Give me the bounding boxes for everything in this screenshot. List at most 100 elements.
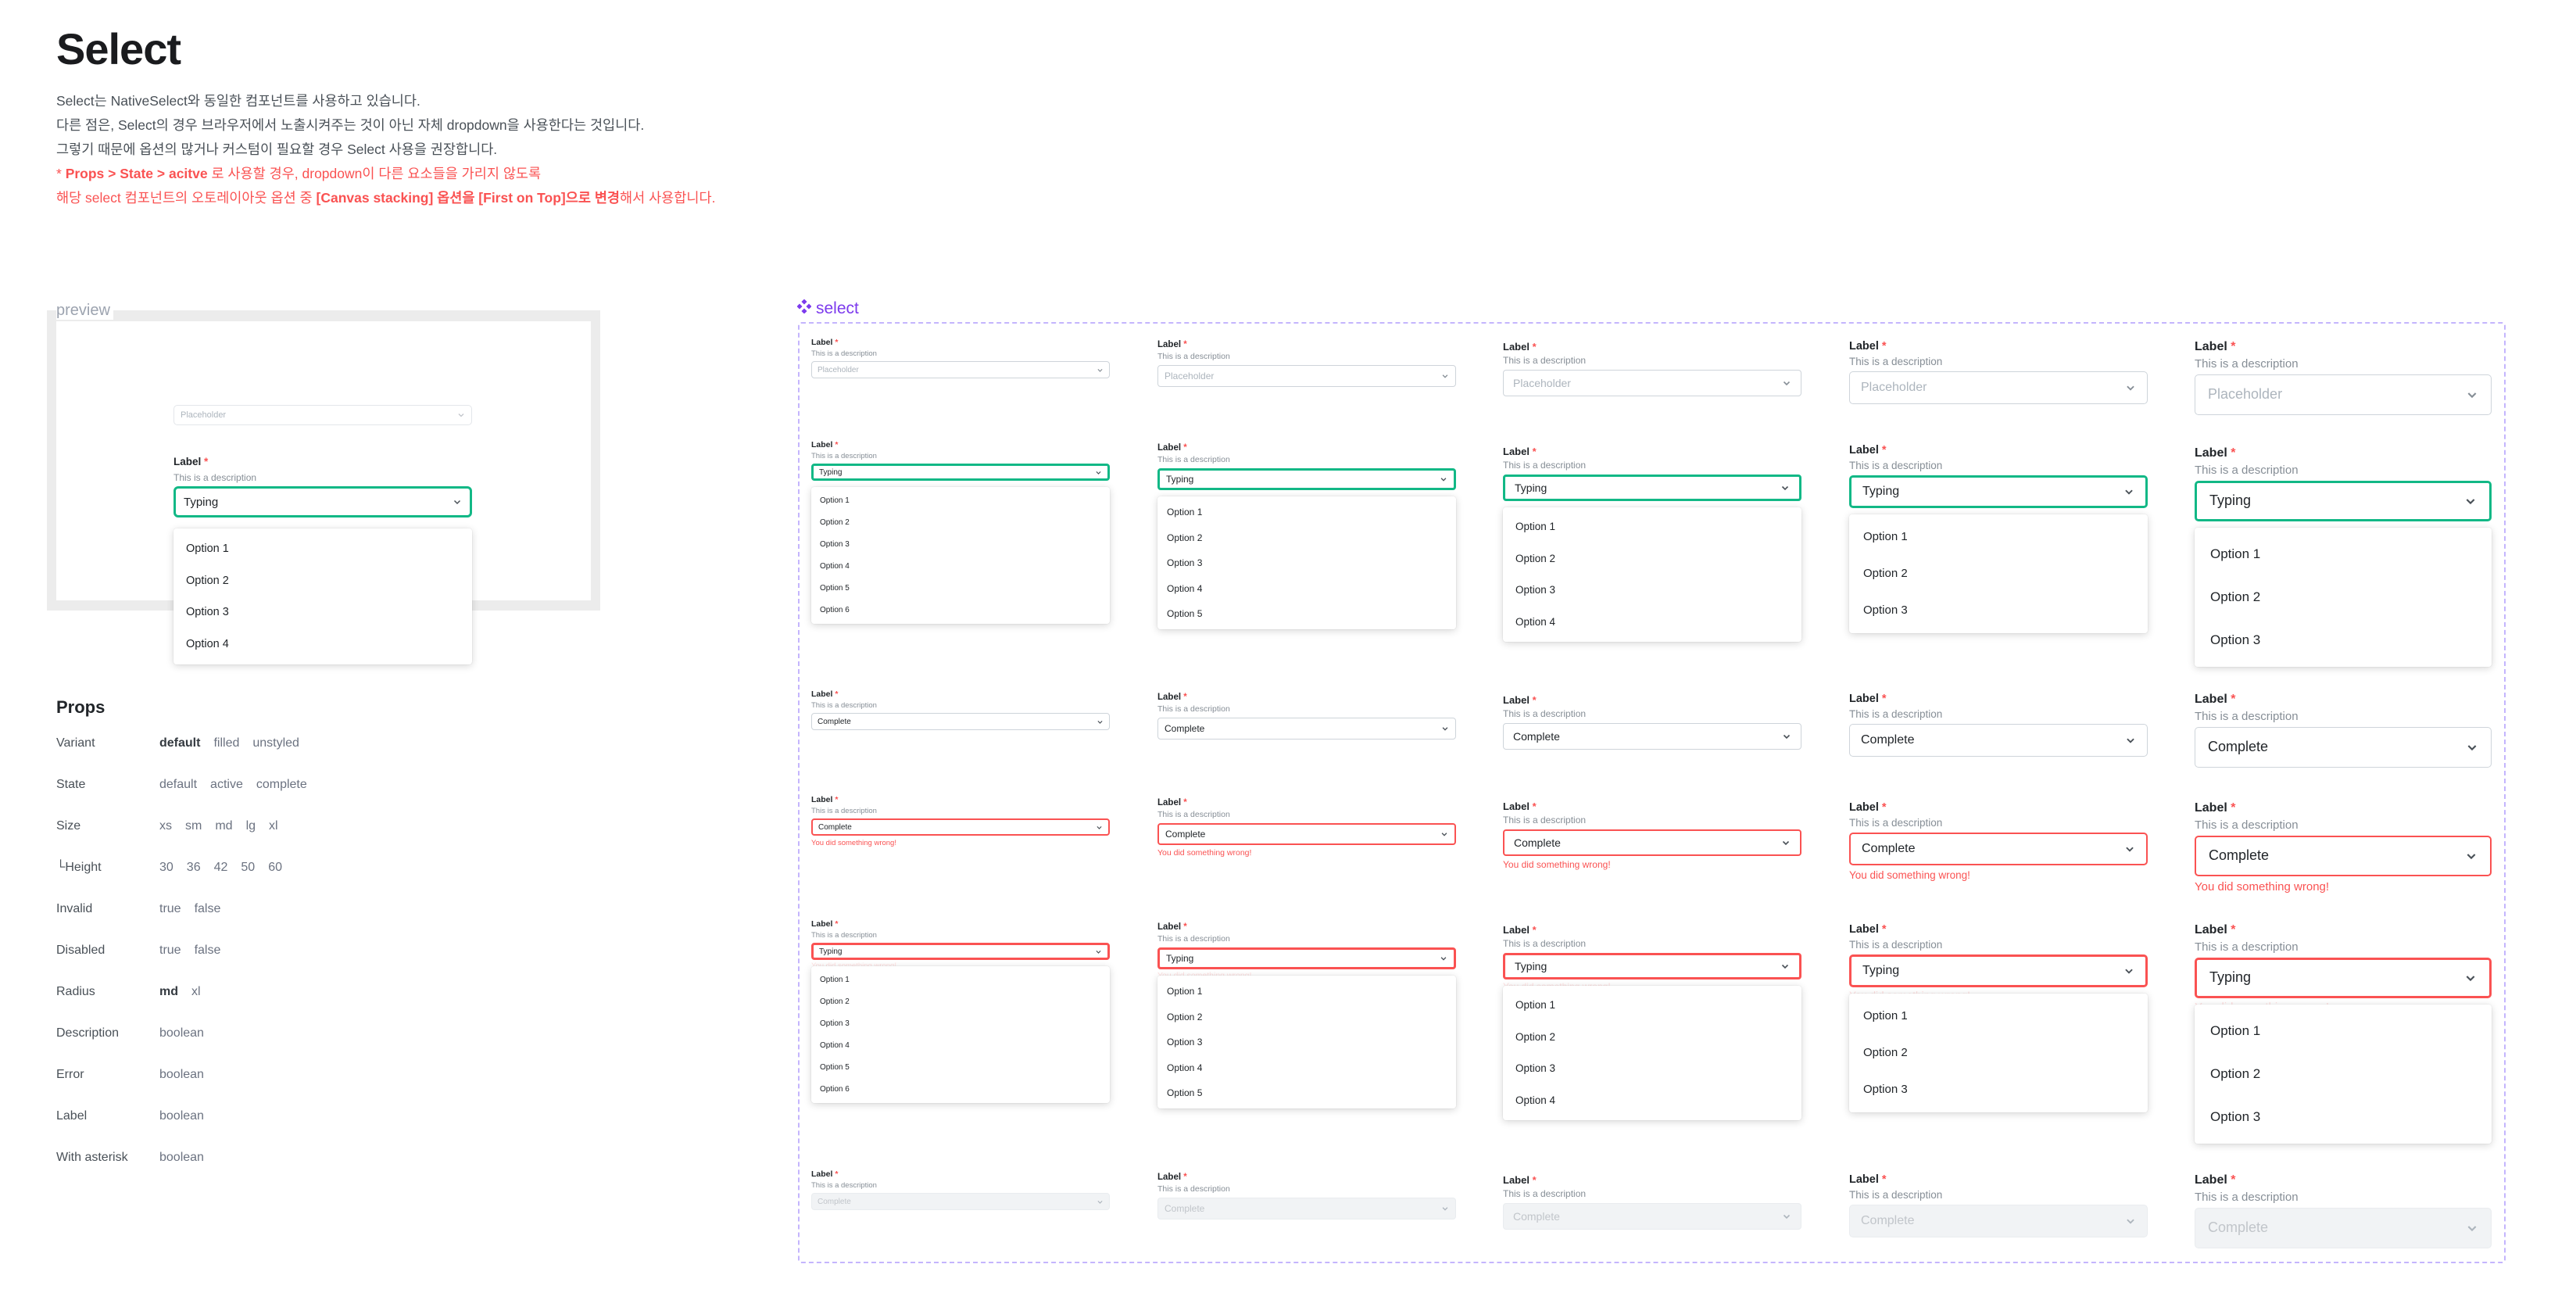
dropdown-option[interactable]: Option 1 [1167,507,1203,518]
select-box[interactable]: Typing [811,943,1110,961]
prop-value[interactable]: xl [269,819,278,833]
select-box[interactable]: Placeholder [1849,371,2148,404]
dropdown-option[interactable]: Option 2 [1863,567,1908,581]
select-box[interactable]: Placeholder [1157,365,1456,388]
dropdown-option[interactable]: Option 1 [1515,999,1556,1012]
dropdown-option[interactable]: Option 4 [186,637,229,650]
dropdown-option[interactable]: Option 3 [1167,557,1203,569]
prop-value[interactable]: true [159,944,181,957]
select-box[interactable]: Complete [811,713,1110,731]
select-box[interactable]: Typing [1849,954,2148,987]
prop-value[interactable]: default [159,778,198,791]
select-box[interactable]: Complete [1503,722,1801,750]
prop-value[interactable]: boolean [159,1151,204,1164]
dropdown-option[interactable]: Option 4 [1515,1094,1556,1106]
select-box[interactable]: Complete [811,818,1110,836]
select-box[interactable]: Typing [2195,480,2492,521]
prop-value[interactable]: false [194,944,221,957]
dropdown-option[interactable]: Option 3 [1863,603,1908,618]
dropdown-option[interactable]: Option 2 [2210,1065,2261,1081]
dropdown-option[interactable]: Option 5 [820,584,850,593]
dropdown-option[interactable]: Option 6 [820,606,850,615]
select-box[interactable]: Typing [1503,474,1801,501]
dropdown-option[interactable]: Option 1 [820,976,850,985]
select-box[interactable]: Typing [1503,952,1801,979]
dropdown-option[interactable]: Option 2 [1515,552,1556,564]
dropdown-option[interactable]: Option 6 [820,1085,850,1094]
prop-value[interactable]: md [159,985,178,998]
prop-value[interactable]: 42 [213,861,228,874]
select-box[interactable]: Complete [2195,835,2492,876]
preview-select-box[interactable]: Typing [174,486,472,518]
dropdown-option[interactable]: Option 2 [1167,1011,1203,1022]
preview-placeholder-box[interactable]: Placeholder [174,405,472,425]
select-box[interactable]: Complete [1157,823,1456,846]
dropdown-option[interactable]: Option 5 [1167,608,1203,620]
prop-value[interactable]: boolean [159,1026,204,1040]
dropdown-option[interactable]: Option 1 [1167,986,1203,997]
dropdown-option[interactable]: Option 2 [186,574,229,587]
dropdown-option[interactable]: Option 2 [820,518,850,528]
dropdown-option[interactable]: Option 3 [820,1019,850,1029]
dropdown-option[interactable]: Option 2 [820,997,850,1007]
select-box[interactable]: Placeholder [1503,369,1801,396]
dropdown-option[interactable]: Option 1 [1863,1009,1908,1023]
select-box[interactable]: Complete [1503,829,1801,856]
select-box[interactable]: Complete [1849,832,2148,865]
dropdown-option[interactable]: Option 4 [1515,615,1556,628]
select-box[interactable]: Typing [1849,475,2148,508]
prop-value[interactable]: lg [245,819,256,833]
select-box[interactable]: Typing [2195,957,2492,998]
prop-value[interactable]: 36 [186,861,201,874]
dropdown-option[interactable]: Option 2 [1515,1030,1556,1043]
prop-value[interactable]: boolean [159,1109,204,1123]
prop-value[interactable]: xl [191,985,201,998]
prop-value[interactable]: md [215,819,233,833]
prop-value[interactable]: 50 [241,861,256,874]
dropdown-option[interactable]: Option 3 [2210,1108,2261,1124]
prop-value[interactable]: 30 [159,861,174,874]
prop-value[interactable]: active [210,778,243,791]
select-box[interactable]: Placeholder [2195,374,2492,415]
dropdown-option[interactable]: Option 1 [1863,530,1908,544]
dropdown-option[interactable]: Option 4 [820,1041,850,1051]
select-box[interactable]: Typing [1157,468,1456,491]
prop-value[interactable]: 60 [268,861,282,874]
dropdown-option[interactable]: Option 3 [820,540,850,550]
prop-value[interactable]: complete [256,778,307,791]
dropdown-option[interactable]: Option 2 [1863,1046,1908,1060]
dropdown-option[interactable]: Option 3 [1863,1083,1908,1097]
dropdown-option[interactable]: Option 1 [2210,1022,2261,1038]
select-box[interactable]: Complete [1157,718,1456,740]
dropdown-option[interactable]: Option 5 [1167,1087,1203,1099]
prop-value[interactable]: unstyled [252,736,299,750]
preview-placeholder-select[interactable]: Placeholder [174,405,472,425]
dropdown-option[interactable]: Option 3 [1167,1037,1203,1048]
prop-value[interactable]: false [194,902,221,915]
select-box[interactable]: Typing [811,464,1110,482]
prop-value[interactable]: true [159,902,181,915]
prop-value[interactable]: default [159,736,201,750]
select-box[interactable]: Complete [1849,723,2148,757]
select-box[interactable]: Complete [2195,726,2492,768]
dropdown-option[interactable]: Option 3 [186,606,229,619]
dropdown-option[interactable]: Option 3 [1515,1062,1556,1075]
prop-value[interactable]: sm [185,819,202,833]
select-box[interactable]: Placeholder [811,361,1110,379]
dropdown-option[interactable]: Option 3 [2210,632,2261,647]
select-box[interactable]: Typing [1157,947,1456,970]
dropdown-option[interactable]: Option 2 [1167,532,1203,543]
prop-value[interactable]: xs [159,819,172,833]
dropdown-option[interactable]: Option 4 [820,562,850,571]
dropdown-option[interactable]: Option 1 [1515,521,1556,533]
dropdown-option[interactable]: Option 3 [1515,584,1556,596]
dropdown-option[interactable]: Option 2 [2210,589,2261,604]
dropdown-option[interactable]: Option 5 [820,1063,850,1073]
dropdown-option[interactable]: Option 1 [820,496,850,506]
dropdown-option[interactable]: Option 1 [186,543,229,556]
dropdown-option[interactable]: Option 1 [2210,546,2261,561]
dropdown-option[interactable]: Option 4 [1167,1062,1203,1073]
prop-value[interactable]: filled [213,736,240,750]
dropdown-option[interactable]: Option 4 [1167,582,1203,594]
prop-value[interactable]: boolean [159,1068,204,1081]
